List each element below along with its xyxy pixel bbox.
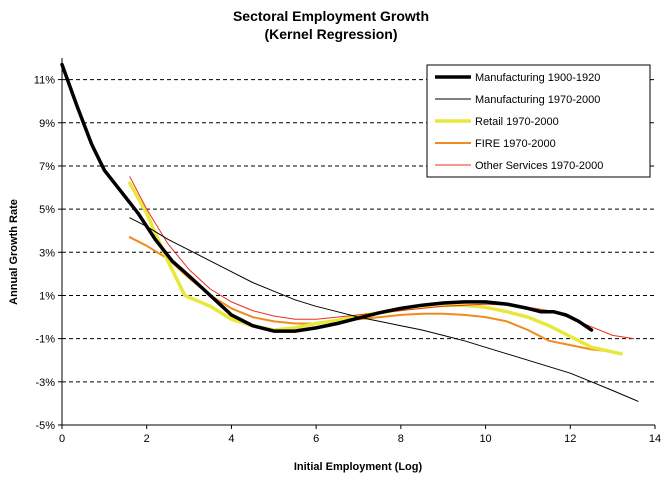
x-tick-label: 10: [479, 433, 491, 445]
y-tick-label: 9%: [39, 118, 55, 130]
x-tick-label: 4: [228, 433, 234, 445]
x-tick-label: 12: [564, 433, 576, 445]
x-tick-label: 14: [649, 433, 661, 445]
y-tick-label: 3%: [39, 247, 55, 259]
axes: -5% -3% -1% 1% 3% 5% 7% 9% 11% 0 2 4 6 8 10 12 14: [34, 58, 661, 445]
y-tick-label: 5%: [39, 204, 55, 216]
y-tick-label: 1%: [39, 290, 55, 302]
y-axis-label: Annual Growth Rate: [8, 199, 20, 305]
legend-label: FIRE 1970-2000: [475, 138, 556, 150]
y-tick-label: 7%: [39, 161, 55, 173]
legend: Manufacturing 1900-1920 Manufacturing 197…: [426, 64, 651, 178]
x-tick-label: 2: [144, 433, 150, 445]
x-tick-label: 8: [398, 433, 404, 445]
series-line-manufacturing-1900-1920: [60, 62, 594, 333]
legend-label: Manufacturing 1900-1920: [475, 72, 600, 84]
legend-label: Other Services 1970-2000: [475, 160, 603, 172]
x-tick-label: 6: [313, 433, 319, 445]
x-tick-label: 0: [59, 433, 65, 445]
series-group: [60, 62, 639, 402]
chart-title: Sectoral Employment Growth: [232, 8, 430, 24]
legend-label: Retail 1970-2000: [475, 116, 559, 128]
chart-title-block: Sectoral Employment Growth (Kernel Regre…: [0, 7, 662, 43]
y-tick-label: -3%: [35, 377, 55, 389]
y-tick-label: -1%: [35, 334, 55, 346]
x-axis-label: Initial Employment (Log): [294, 461, 423, 473]
y-tick-label: 11%: [34, 75, 55, 87]
grid-lines: [62, 79, 655, 383]
y-tick-label: -5%: [35, 420, 55, 432]
series-line-fire-1970-2000: [128, 236, 614, 353]
legend-label: Manufacturing 1970-2000: [475, 94, 600, 106]
chart-subtitle: (Kernel Regression): [264, 26, 398, 42]
series-line-manufacturing-1970-2000: [129, 217, 639, 402]
